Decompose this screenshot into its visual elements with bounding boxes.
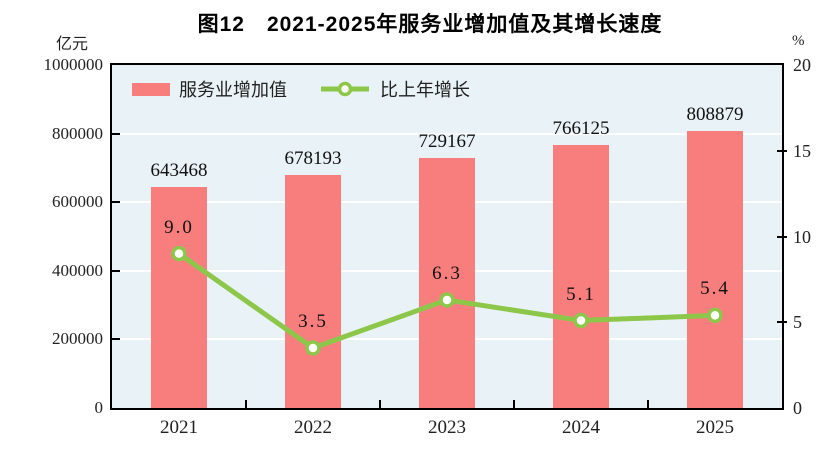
legend-bar-series-label: 服务业增加值 bbox=[179, 80, 287, 100]
left-axis-tick-mark bbox=[112, 132, 120, 135]
legend: 服务业增加值 比上年增长 bbox=[132, 76, 470, 102]
right-axis-tick-mark bbox=[777, 321, 787, 324]
bar-value-label: 678193 bbox=[284, 148, 342, 169]
left-axis-tick-label: 400000 bbox=[52, 260, 103, 280]
legend-line-marker-icon bbox=[321, 81, 369, 97]
left-axis-tick-label: 200000 bbox=[52, 329, 103, 349]
gridline bbox=[112, 132, 782, 135]
right-axis-unit-label: % bbox=[792, 33, 805, 49]
line-marker-icon bbox=[439, 292, 455, 308]
right-axis-tick-label: 0 bbox=[793, 398, 802, 418]
growth-value-label: 9.0 bbox=[164, 216, 194, 238]
left-axis-tick-mark bbox=[112, 201, 120, 204]
x-axis-label: 2023 bbox=[428, 417, 466, 438]
growth-value-label: 6.3 bbox=[432, 262, 462, 284]
bar-2025 bbox=[687, 131, 743, 408]
legend-bar-swatch-icon bbox=[132, 82, 170, 96]
left-axis-tick-mark bbox=[112, 338, 120, 341]
chart-title: 图12 2021-2025年服务业增加值及其增长速度 bbox=[197, 13, 663, 36]
bar-value-label: 729167 bbox=[418, 131, 476, 152]
left-axis-tick-label: 600000 bbox=[52, 192, 103, 212]
x-axis-tick-mark bbox=[647, 400, 649, 408]
x-axis-tick-mark bbox=[245, 400, 247, 408]
left-axis-tick-label: 800000 bbox=[52, 123, 103, 143]
bar-2021 bbox=[151, 187, 207, 408]
x-axis-tick-mark bbox=[513, 400, 515, 408]
right-axis-tick-label: 10 bbox=[793, 226, 811, 247]
x-axis-label: 2021 bbox=[160, 417, 198, 438]
bar-value-label: 808879 bbox=[686, 104, 744, 125]
left-axis-unit-label: 亿元 bbox=[56, 36, 89, 53]
bar-2022 bbox=[285, 175, 341, 408]
growth-value-label: 5.4 bbox=[700, 278, 730, 300]
bar-2024 bbox=[553, 145, 609, 408]
x-axis-label: 2025 bbox=[696, 417, 734, 438]
line-marker-icon bbox=[573, 312, 589, 329]
growth-value-label: 3.5 bbox=[298, 310, 328, 332]
line-marker-icon bbox=[305, 340, 321, 356]
x-axis-label: 2024 bbox=[562, 417, 600, 438]
bar-2023 bbox=[419, 158, 475, 408]
left-axis-tick-label: 0 bbox=[94, 398, 104, 417]
left-axis-tick-mark bbox=[112, 269, 120, 272]
growth-value-label: 5.1 bbox=[566, 283, 596, 305]
bar-value-label: 766125 bbox=[552, 118, 610, 139]
left-axis-tick-label: 1000000 bbox=[43, 55, 104, 74]
line-marker-icon bbox=[707, 307, 723, 324]
right-axis-tick-label: 20 bbox=[793, 55, 811, 75]
plot-area: 服务业增加值 比上年增长 643468 678193 729167 766125 808… bbox=[110, 63, 787, 410]
growth-line bbox=[171, 245, 723, 356]
line-marker-icon bbox=[171, 245, 187, 262]
legend-line-series-label: 比上年增长 bbox=[380, 80, 470, 100]
bar-value-label: 643468 bbox=[150, 160, 208, 181]
x-axis-tick-mark bbox=[379, 400, 381, 408]
right-axis-tick-mark bbox=[777, 235, 787, 238]
right-axis-tick-label: 15 bbox=[793, 140, 811, 161]
right-axis-tick-label: 5 bbox=[793, 312, 802, 333]
x-axis-label: 2022 bbox=[294, 417, 332, 438]
right-axis-tick-mark bbox=[777, 149, 787, 152]
